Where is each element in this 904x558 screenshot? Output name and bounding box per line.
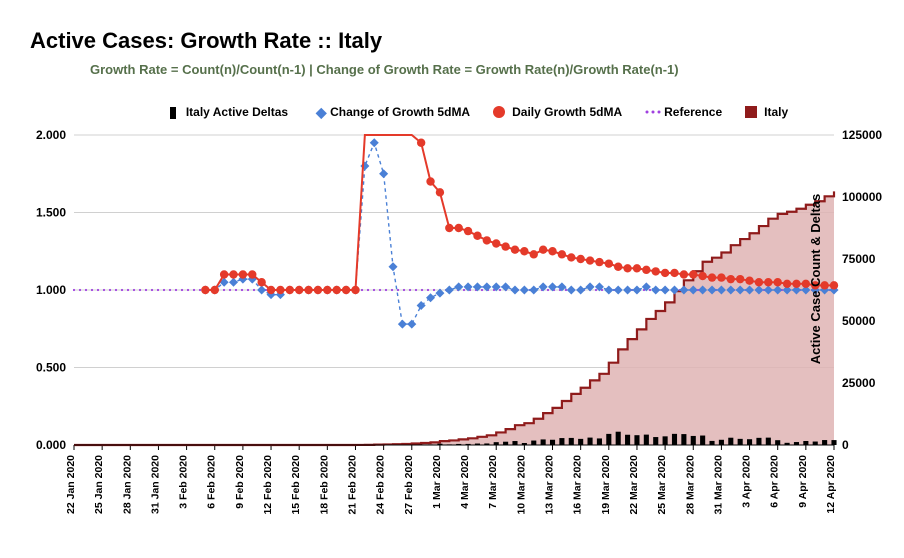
svg-text:9 Feb 2020: 9 Feb 2020	[234, 455, 246, 509]
legend-label: Daily Growth 5dMA	[512, 105, 622, 119]
legend: Italy Active Deltas Change of Growth 5dM…	[110, 105, 844, 119]
svg-text:25 Mar 2020: 25 Mar 2020	[656, 455, 668, 515]
svg-text:15 Feb 2020: 15 Feb 2020	[290, 455, 302, 515]
plot-area: 0.0000.5001.0001.5002.000025000500007500…	[74, 135, 834, 445]
svg-text:0: 0	[842, 438, 849, 452]
svg-text:7 Mar 2020: 7 Mar 2020	[487, 455, 499, 509]
svg-text:75000: 75000	[842, 252, 876, 266]
svg-text:10 Mar 2020: 10 Mar 2020	[515, 455, 527, 515]
svg-text:4 Mar 2020: 4 Mar 2020	[459, 455, 471, 509]
svg-text:0.000: 0.000	[36, 438, 66, 452]
svg-text:22 Jan 2020: 22 Jan 2020	[65, 455, 77, 514]
legend-label: Change of Growth 5dMA	[330, 105, 470, 119]
svg-text:31 Mar 2020: 31 Mar 2020	[712, 455, 724, 515]
svg-text:1 Mar 2020: 1 Mar 2020	[431, 455, 443, 509]
svg-text:22 Mar 2020: 22 Mar 2020	[628, 455, 640, 515]
chart-container: { "title": "Active Cases: Growth Rate ::…	[0, 0, 904, 558]
svg-text:1.000: 1.000	[36, 283, 66, 297]
legend-swatch-bar	[166, 105, 180, 119]
legend-item-italy: Italy	[744, 105, 788, 119]
svg-text:31 Jan 2020: 31 Jan 2020	[149, 455, 161, 514]
svg-text:12 Feb 2020: 12 Feb 2020	[262, 455, 274, 515]
legend-item-change: Change of Growth 5dMA	[310, 105, 470, 119]
svg-text:6 Apr 2020: 6 Apr 2020	[769, 455, 781, 508]
svg-text:12 Apr 2020: 12 Apr 2020	[825, 455, 837, 514]
svg-text:25000: 25000	[842, 376, 876, 390]
chart-svg: 0.0000.5001.0001.5002.000025000500007500…	[74, 135, 834, 445]
legend-item-deltas: Italy Active Deltas	[166, 105, 288, 119]
svg-text:21 Feb 2020: 21 Feb 2020	[346, 455, 358, 515]
svg-text:50000: 50000	[842, 314, 876, 328]
svg-text:19 Mar 2020: 19 Mar 2020	[600, 455, 612, 515]
svg-text:100000: 100000	[842, 190, 882, 204]
svg-text:3 Apr 2020: 3 Apr 2020	[741, 455, 753, 508]
legend-swatch-diamond	[310, 105, 324, 119]
svg-text:25 Jan 2020: 25 Jan 2020	[93, 455, 105, 514]
svg-text:6 Feb 2020: 6 Feb 2020	[206, 455, 218, 509]
legend-label: Italy	[764, 105, 788, 119]
legend-swatch-dots	[644, 105, 658, 119]
legend-label: Reference	[664, 105, 722, 119]
svg-text:16 Mar 2020: 16 Mar 2020	[572, 455, 584, 515]
svg-text:9 Apr 2020: 9 Apr 2020	[797, 455, 809, 508]
svg-text:13 Mar 2020: 13 Mar 2020	[544, 455, 556, 515]
svg-text:27 Feb 2020: 27 Feb 2020	[403, 455, 415, 515]
legend-swatch-area	[744, 105, 758, 119]
svg-text:125000: 125000	[842, 128, 882, 142]
svg-text:0.500: 0.500	[36, 361, 66, 375]
legend-item-reference: Reference	[644, 105, 722, 119]
legend-label: Italy Active Deltas	[186, 105, 288, 119]
svg-text:28 Jan 2020: 28 Jan 2020	[121, 455, 133, 514]
svg-text:28 Mar 2020: 28 Mar 2020	[684, 455, 696, 515]
chart-title: Active Cases: Growth Rate :: Italy	[30, 28, 382, 54]
svg-text:18 Feb 2020: 18 Feb 2020	[318, 455, 330, 515]
svg-text:1.500: 1.500	[36, 206, 66, 220]
svg-text:3 Feb 2020: 3 Feb 2020	[178, 455, 190, 509]
chart-subtitle: Growth Rate = Count(n)/Count(n-1) | Chan…	[90, 62, 679, 77]
svg-text:2.000: 2.000	[36, 128, 66, 142]
legend-item-growth: Daily Growth 5dMA	[492, 105, 622, 119]
legend-swatch-circle	[492, 105, 506, 119]
y2-axis-label: Active Case Count & Deltas	[807, 194, 822, 365]
svg-text:24 Feb 2020: 24 Feb 2020	[375, 455, 387, 515]
